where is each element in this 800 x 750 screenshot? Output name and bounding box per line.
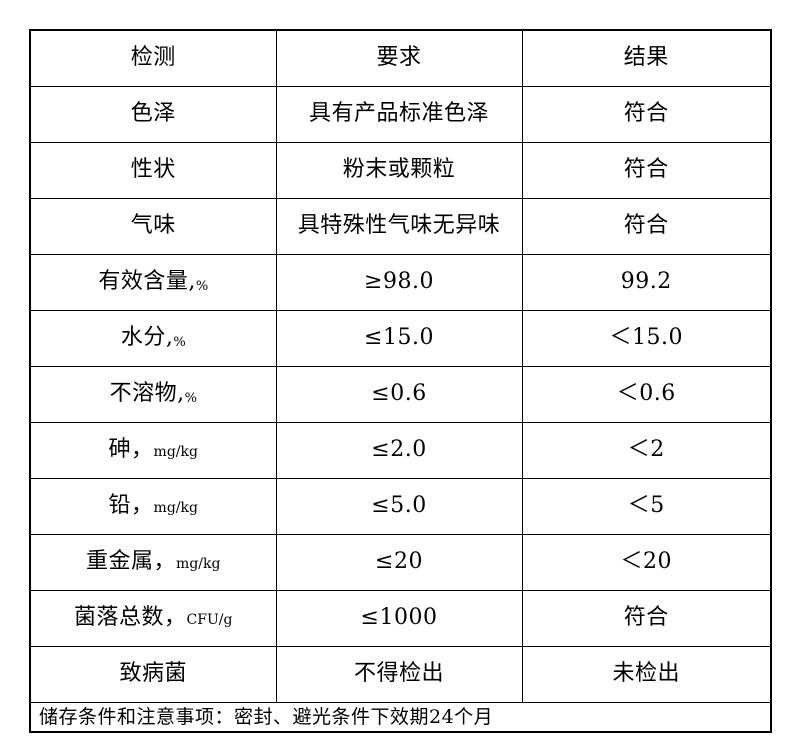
item-unit: CFU/g [186,612,233,629]
item-unit: mg/kg [153,444,198,461]
item-label: 有效含量, [98,269,196,295]
cell-item: 重金属，mg/kg [29,534,277,591]
item-label: 水分, [120,325,174,351]
cell-result: 符合 [521,198,772,255]
item-label: 菌落总数， [74,605,187,631]
column-header-requirement: 要求 [275,29,523,87]
cell-item: 菌落总数，CFU/g [29,590,277,647]
table-row: 水分,% ≤15.0 ＜15.0 [29,310,772,367]
cell-item: 气味 [29,198,277,255]
table-row: 致病菌 不得检出 未检出 [29,646,772,703]
cell-result: 符合 [521,590,772,647]
cell-item: 性状 [29,142,277,199]
cell-result: 未检出 [521,646,772,703]
table-row: 有效含量,% ≥98.0 99.2 [29,254,772,311]
cell-requirement: ≤1000 [275,590,523,647]
table-row: 色泽 具有产品标准色泽 符合 [29,86,772,143]
cell-requirement: 粉末或颗粒 [275,142,523,199]
cell-item: 水分,% [29,310,277,367]
table-header-row: 检测 要求 结果 [29,29,772,87]
column-header-result: 结果 [521,29,772,87]
table-row: 重金属，mg/kg ≤20 ＜20 [29,534,772,591]
item-label: 气味 [130,213,176,239]
cell-item: 致病菌 [29,646,277,703]
cell-item: 有效含量,% [29,254,277,311]
cell-item: 铅，mg/kg [29,478,277,535]
specification-table: 检测 要求 结果 色泽 具有产品标准色泽 符合 性状 粉末或颗粒 符合 气味 具特殊性气味无异… [29,29,772,733]
cell-requirement: 具有产品标准色泽 [275,86,523,143]
table-body: 色泽 具有产品标准色泽 符合 性状 粉末或颗粒 符合 气味 具特殊性气味无异味 符合 有效含量,%… [29,86,772,703]
table-row: 性状 粉末或颗粒 符合 [29,142,772,199]
cell-result: ＜0.6 [521,366,772,423]
cell-result: ＜2 [521,422,772,479]
item-label: 不溶物, [109,381,185,407]
cell-result: ＜20 [521,534,772,591]
footer-row: 储存条件和注意事项：密封、避光条件下效期24个月 [29,702,772,733]
table-row: 菌落总数，CFU/g ≤1000 符合 [29,590,772,647]
cell-requirement: ≤0.6 [275,366,523,423]
cell-result: 符合 [521,142,772,199]
cell-requirement: 具特殊性气味无异味 [275,198,523,255]
cell-requirement: ≤20 [275,534,523,591]
table-header: 检测 要求 结果 [29,29,772,87]
storage-note: 储存条件和注意事项：密封、避光条件下效期24个月 [29,702,772,733]
item-label: 重金属， [86,549,177,575]
cell-requirement: 不得检出 [275,646,523,703]
item-unit: mg/kg [176,556,221,573]
cell-result: 符合 [521,86,772,143]
item-unit: % [173,335,186,351]
cell-requirement: ≤15.0 [275,310,523,367]
cell-item: 砷，mg/kg [29,422,277,479]
cell-requirement: ≥98.0 [275,254,523,311]
cell-result: ＜5 [521,478,772,535]
cell-requirement: ≤2.0 [275,422,523,479]
item-label: 致病菌 [119,661,187,687]
table-row: 气味 具特殊性气味无异味 符合 [29,198,772,255]
table-row: 砷，mg/kg ≤2.0 ＜2 [29,422,772,479]
cell-item: 不溶物,% [29,366,277,423]
table-row: 不溶物,% ≤0.6 ＜0.6 [29,366,772,423]
item-label: 铅， [108,493,154,519]
item-label: 性状 [130,157,176,183]
table-footer: 储存条件和注意事项：密封、避光条件下效期24个月 [29,702,772,733]
item-unit: % [184,391,197,407]
cell-requirement: ≤5.0 [275,478,523,535]
item-label: 砷， [108,437,154,463]
cell-result: 99.2 [521,254,772,311]
item-unit: mg/kg [153,500,198,517]
item-label: 色泽 [130,101,176,127]
cell-item: 色泽 [29,86,277,143]
item-unit: % [195,279,209,295]
cell-result: ＜15.0 [521,310,772,367]
table-row: 铅，mg/kg ≤5.0 ＜5 [29,478,772,535]
column-header-item: 检测 [29,29,277,87]
